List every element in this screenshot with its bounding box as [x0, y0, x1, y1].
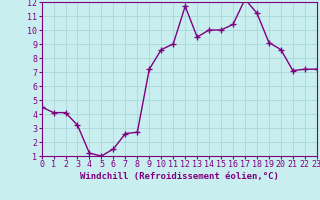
X-axis label: Windchill (Refroidissement éolien,°C): Windchill (Refroidissement éolien,°C) — [80, 172, 279, 181]
